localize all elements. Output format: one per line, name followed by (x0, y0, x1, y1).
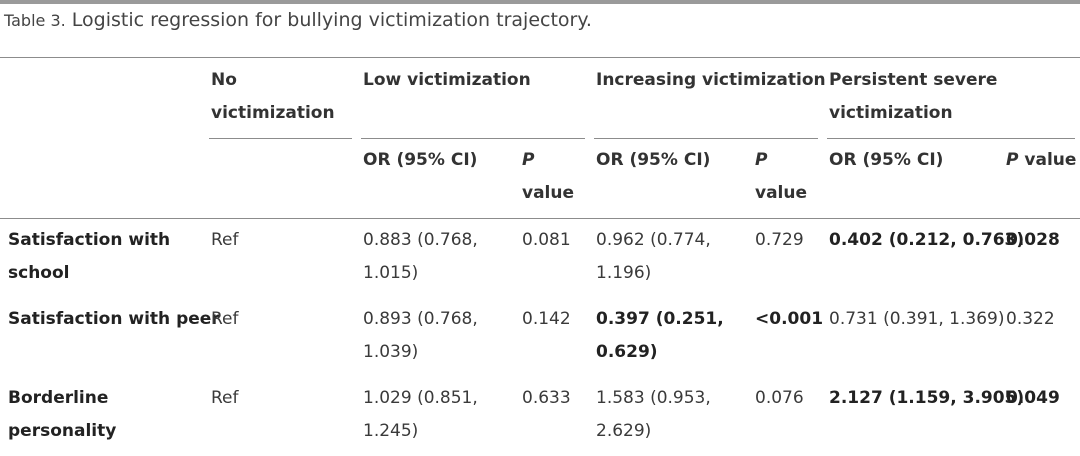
persistent-p-cell: 0.028 (1006, 230, 1060, 250)
increasing-p-cell: 0.076 (755, 388, 804, 408)
increasing-p-cell: 0.729 (755, 230, 804, 250)
header-no-victimization: No victimization (211, 70, 335, 123)
header-bottom-rule (0, 218, 1080, 219)
low-or-cell: 1.029 (0.851, 1.245) (363, 388, 478, 441)
low-or-cell: 0.893 (0.768, 1.039) (363, 309, 478, 362)
subheader-increasing-or-ci: OR (95% CI) (596, 150, 711, 170)
subheader-increasing-p-value: P value (755, 150, 808, 203)
header-low-victimization: Low victimization (363, 70, 531, 90)
increasing-or-cell: 0.962 (0.774, 1.196) (596, 230, 711, 283)
group-rule-low-victimization (361, 138, 585, 139)
low-p-cell: 0.142 (522, 309, 571, 329)
row-label-satisfaction-peer: Satisfaction with peer (8, 309, 220, 329)
persistent-p-cell: 0.049 (1006, 388, 1060, 408)
low-p-cell: 0.081 (522, 230, 571, 250)
row-ref-cell: Ref (211, 388, 239, 408)
row-ref-cell: Ref (211, 230, 239, 250)
row-ref-cell: Ref (211, 309, 239, 329)
row-label-satisfaction-school: Satisfaction with school (8, 230, 171, 283)
low-or-cell: 0.883 (0.768, 1.015) (363, 230, 478, 283)
row-label-borderline-personality: Borderline personality (8, 388, 117, 441)
increasing-p-cell: <0.001 (755, 309, 824, 329)
caption-text: Logistic regression for bullying victimi… (65, 9, 592, 31)
group-rule-no-victimization (209, 138, 352, 139)
low-p-cell: 0.633 (522, 388, 571, 408)
subheader-low-p-value: P value (522, 150, 575, 203)
subheader-persistent-p-value: P value (1006, 150, 1077, 170)
header-persistent-severe-victimization: Persistent severe victimization (829, 70, 998, 123)
table-top-rule (0, 57, 1080, 58)
header-increasing-victimization: Increasing victimization (596, 70, 826, 90)
increasing-or-cell: 1.583 (0.953, 2.629) (596, 388, 711, 441)
persistent-or-cell: 0.402 (0.212, 0.763) (829, 230, 1025, 250)
subheader-low-or-ci: OR (95% CI) (363, 150, 478, 170)
table-caption: Table 3. Logistic regression for bullyin… (4, 7, 592, 34)
subheader-persistent-or-ci: OR (95% CI) (829, 150, 944, 170)
persistent-p-cell: 0.322 (1006, 309, 1055, 329)
top-rule (0, 0, 1080, 4)
group-rule-persistent-victimization (827, 138, 1075, 139)
caption-label: Table 3. (4, 11, 66, 30)
group-rule-increasing-victimization (594, 138, 818, 139)
persistent-or-cell: 0.731 (0.391, 1.369) (829, 309, 1005, 329)
increasing-or-cell: 0.397 (0.251, 0.629) (596, 309, 724, 362)
persistent-or-cell: 2.127 (1.159, 3.905) (829, 388, 1025, 408)
